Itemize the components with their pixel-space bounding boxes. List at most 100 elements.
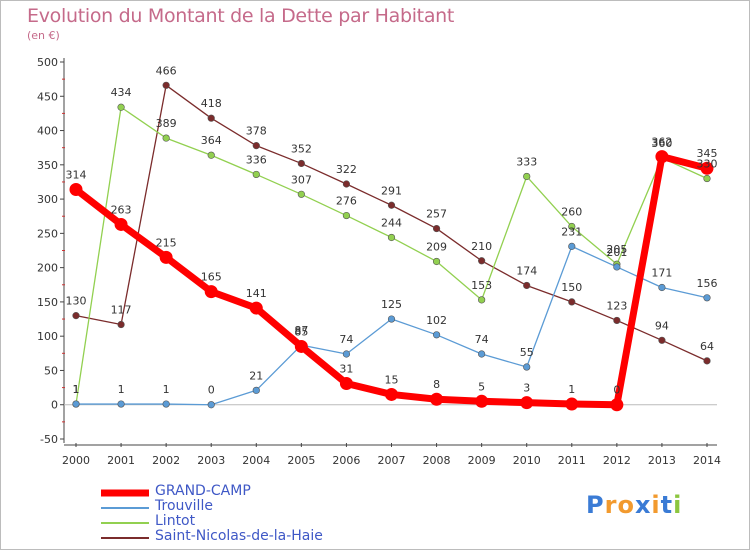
chart-series: [69, 81, 714, 412]
data-point: [117, 320, 125, 329]
data-point: [117, 400, 125, 408]
data-point: [72, 400, 80, 408]
data-point: [297, 190, 305, 198]
data-point: [342, 180, 351, 188]
data-label: 15: [385, 373, 399, 386]
data-label: 74: [475, 333, 489, 346]
data-label: 1: [118, 383, 125, 396]
data-label: 55: [520, 346, 534, 359]
legend-label: GRAND-CAMP: [155, 483, 251, 499]
data-label: 263: [111, 203, 132, 216]
data-point: [478, 257, 486, 265]
data-point: [520, 396, 534, 410]
data-point: [342, 350, 351, 358]
data-label: 276: [336, 195, 357, 208]
data-point: [703, 294, 711, 302]
data-point: [478, 296, 486, 304]
data-point: [162, 81, 170, 89]
x-tick-label: 2011: [558, 454, 586, 467]
data-point: [658, 283, 666, 292]
data-point: [252, 386, 260, 394]
data-point: [387, 315, 396, 323]
legend: GRAND-CAMP Trouville Lintot Saint-Nicolas-d…: [101, 483, 361, 545]
data-point: [565, 397, 579, 411]
data-label: 418: [201, 97, 222, 110]
data-point: [658, 336, 666, 344]
data-label: 0: [208, 384, 215, 397]
data-label: 215: [156, 236, 177, 249]
data-label: 141: [246, 287, 267, 300]
x-tick-label: 2013: [648, 454, 676, 467]
data-label: 314: [66, 168, 87, 181]
data-point: [207, 401, 215, 409]
data-label: 8: [433, 378, 440, 391]
data-label: 209: [426, 240, 447, 253]
data-label: 0: [613, 384, 620, 397]
y-tick-label: 200: [37, 262, 58, 275]
data-point: [568, 242, 576, 250]
data-label: 360: [651, 137, 672, 150]
logo-letter: r: [604, 491, 618, 519]
data-label: 156: [697, 277, 718, 290]
data-label: 244: [381, 216, 402, 229]
data-label: 336: [246, 153, 267, 166]
x-tick-label: 2000: [62, 454, 90, 467]
data-label: 352: [291, 142, 312, 155]
legend-item: Lintot: [101, 513, 361, 530]
y-tick-label: 450: [37, 90, 58, 103]
data-point: [703, 174, 711, 183]
data-point: [162, 400, 170, 408]
data-label: 389: [156, 117, 177, 130]
data-label: 153: [471, 279, 492, 292]
data-point: [117, 103, 125, 111]
data-point: [523, 172, 531, 181]
data-point: [703, 357, 711, 365]
data-label: 87: [294, 324, 308, 337]
y-tick-label: 50: [44, 364, 58, 377]
data-label: 466: [156, 64, 177, 77]
x-tick-label: 2003: [197, 454, 225, 467]
data-point: [475, 394, 489, 408]
legend-label: Saint-Nicolas-de-la-Haie: [155, 528, 323, 544]
data-label: 260: [561, 206, 582, 219]
data-point: [159, 250, 173, 264]
x-tick-label: 2007: [378, 454, 406, 467]
legend-swatch: [101, 506, 149, 509]
data-label: 64: [700, 340, 714, 353]
x-tick-label: 2004: [242, 454, 270, 467]
data-label: 85: [294, 325, 308, 338]
data-label: 333: [516, 155, 537, 168]
data-point: [613, 263, 621, 271]
data-point: [655, 150, 669, 164]
legend-swatch: [101, 521, 149, 524]
data-point: [430, 392, 444, 406]
x-tick-label: 2001: [107, 454, 135, 467]
data-label: 205: [606, 243, 627, 256]
data-label: 434: [111, 86, 132, 99]
logo-letter: x: [634, 491, 652, 519]
x-tick-label: 2008: [423, 454, 451, 467]
proxiti-logo: Proxiti: [586, 491, 682, 519]
y-tick-label: 300: [37, 193, 58, 206]
x-tick-label: 2002: [152, 454, 180, 467]
data-point: [610, 398, 624, 412]
data-point: [523, 281, 531, 290]
data-point: [294, 339, 308, 353]
data-point: [700, 161, 714, 175]
x-tick-label: 2010: [513, 454, 541, 467]
data-point: [478, 350, 486, 358]
y-tick-label: 500: [37, 56, 58, 69]
data-label: 94: [655, 319, 669, 332]
legend-item: Saint-Nicolas-de-la-Haie: [101, 528, 361, 545]
data-label: 5: [478, 380, 485, 393]
legend-swatch: [101, 536, 149, 539]
data-point: [114, 217, 128, 231]
data-label: 322: [336, 163, 357, 176]
data-point: [432, 224, 441, 233]
data-label: 123: [606, 299, 627, 312]
data-label: 307: [291, 173, 312, 186]
x-tick-label: 2012: [603, 454, 631, 467]
data-point: [523, 363, 531, 371]
data-label: 171: [651, 267, 672, 280]
